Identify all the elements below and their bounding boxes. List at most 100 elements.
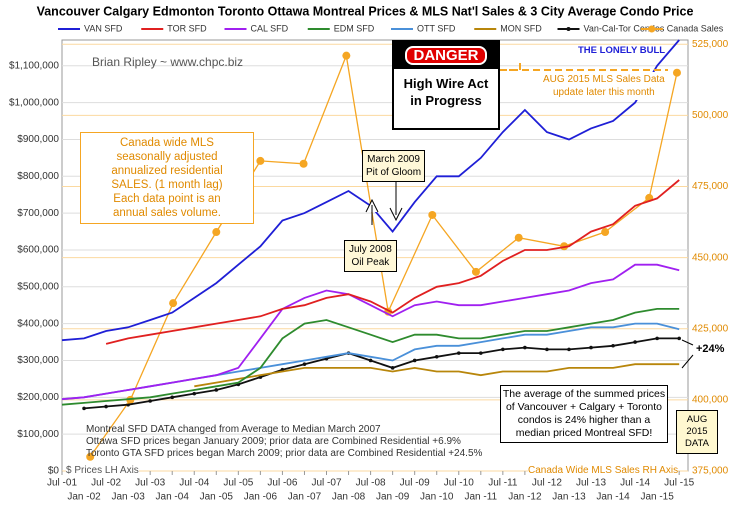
note-line: Toronto GTA SFD prices began March 2009;…	[86, 448, 483, 459]
bull-label: THE LONELY BULL	[578, 45, 666, 56]
y-tick-label: $0	[48, 466, 60, 477]
x-tick-label: Jul -14	[620, 478, 650, 489]
x-tick-label: Jan -06	[244, 492, 278, 503]
condo-note: The average of the summed prices of Vanc…	[500, 385, 668, 443]
legend-label: VAN SFD	[84, 23, 123, 33]
danger-label: DANGER	[405, 46, 487, 65]
x-tick-label: Jul -11	[488, 478, 518, 489]
note-line: The average of the summed prices	[502, 388, 666, 400]
gap-label: +24%	[696, 343, 725, 355]
x-tick-label: Jul -01	[47, 478, 77, 489]
x-tick-label: Jul -05	[223, 478, 253, 489]
note-line: of Vancouver + Calgary + Toronto	[505, 401, 663, 413]
note-line: Montreal SFD DATA changed from Average t…	[86, 424, 381, 435]
y-tick-label: $500,000	[17, 281, 59, 292]
note-line: update later this month	[553, 87, 655, 98]
x-tick-label: Jan -08	[332, 492, 366, 503]
x-tick-label: Jan -07	[288, 492, 322, 503]
x-tick-label: Jan -03	[111, 492, 145, 503]
x-tick-label: Jul -06	[267, 478, 297, 489]
y-tick-label: $600,000	[17, 245, 59, 256]
note-line: Pit of Gloom	[366, 167, 422, 178]
legend-label: Van-Cal-Tor Condos	[584, 23, 665, 33]
author: Brian Ripley ~ www.chpc.biz	[92, 55, 244, 69]
x-tick-label: Jan -14	[596, 492, 630, 503]
legend-label: OTT SFD	[417, 23, 456, 33]
note-line: Ottawa SFD prices began January 2009; pr…	[86, 436, 461, 447]
y2-tick-label: 400,000	[692, 395, 729, 406]
aug-data-note: AUG 2015 DATA	[676, 410, 718, 454]
x-tick-label: Jul -13	[576, 478, 606, 489]
y-tick-label: $100,000	[17, 429, 59, 440]
note-line: DATA	[685, 438, 709, 449]
y2-tick-label: 450,000	[692, 252, 729, 263]
y-tick-label: $800,000	[17, 171, 59, 182]
x-tick-label: Jul -07	[311, 478, 341, 489]
note-line: median priced Montreal SFD!	[515, 427, 653, 439]
series-line	[89, 53, 678, 458]
x-tick-label: Jul -08	[356, 478, 386, 489]
x-tick-label: Jul -02	[91, 478, 121, 489]
x-tick-label: Jan -13	[552, 492, 586, 503]
bracket	[681, 339, 694, 369]
series-line	[83, 337, 680, 410]
note-line: AUG	[686, 414, 708, 425]
legend-marker	[566, 27, 571, 31]
x-tick-label: Jan -12	[508, 492, 542, 503]
data-notes: Montreal SFD DATA changed from Average t…	[86, 424, 482, 460]
note-line: seasonally adjusted	[116, 151, 218, 163]
y-tick-label: $1,100,000	[9, 60, 59, 71]
note-line: March 2009	[367, 154, 420, 165]
danger-line: High Wire Act	[403, 76, 489, 91]
x-tick-label: Jul -12	[532, 478, 562, 489]
y-tick-label: $900,000	[17, 134, 59, 145]
note-line: July 2008	[349, 244, 392, 255]
y-tick-label: $1,000,000	[9, 97, 59, 108]
y-tick-label: $700,000	[17, 208, 59, 219]
legend-label: Canada Sales	[667, 23, 724, 33]
x-tick-label: Jan -04	[156, 492, 190, 503]
danger-sign: DANGER High Wire Act in Progress	[392, 40, 500, 130]
dashed-arrow	[465, 62, 668, 71]
x-tick-label: Jan -05	[200, 492, 234, 503]
left-axis-note: $ Prices LH Axis	[66, 464, 139, 477]
note-line: Canada wide MLS	[120, 137, 214, 149]
chart-title: Vancouver Calgary Edmonton Toronto Ottaw…	[37, 4, 694, 18]
x-tick-label: Jul -03	[135, 478, 165, 489]
y2-tick-label: 375,000	[692, 466, 729, 477]
y-tick-label: $300,000	[17, 355, 59, 366]
legend: VAN SFD TOR SFD CAL SFD EDM SFD OTT SFD MON S…	[58, 23, 724, 33]
series-line	[61, 263, 680, 401]
x-tick-label: Jul -04	[179, 478, 209, 489]
series-line	[61, 308, 680, 406]
sales-note: Canada wide MLS seasonally adjusted annu…	[80, 132, 254, 224]
oil-note: July 2008 Oil Peak	[344, 240, 397, 272]
series-line	[194, 363, 680, 388]
note-line: annual sales volume.	[112, 207, 222, 219]
legend-label: TOR SFD	[167, 23, 207, 33]
update-note: AUG 2015 MLS Sales Data update later thi…	[540, 72, 668, 100]
y2-tick-label: 525,000	[692, 39, 729, 50]
note-line: SALES. (1 month lag)	[111, 179, 223, 191]
note-line: AUG 2015 MLS Sales Data	[543, 74, 665, 85]
right-axis-note: Canada Wide MLS Sales RH Axis	[528, 464, 679, 477]
gloom-note: March 2009 Pit of Gloom	[362, 150, 426, 182]
x-tick-label: Jan -02	[67, 492, 101, 503]
y2-tick-label: 425,000	[692, 323, 729, 334]
legend-marker	[648, 25, 656, 33]
note-line: Each data point is an	[113, 193, 221, 205]
y2-tick-label: 475,000	[692, 181, 729, 192]
legend-label: CAL SFD	[251, 23, 289, 33]
y2-tick-label: 500,000	[692, 110, 729, 121]
x-tick-label: Jan -09	[376, 492, 410, 503]
note-line: condos is 24% higher than a	[517, 414, 651, 426]
y-tick-label: $200,000	[17, 392, 59, 403]
x-tick-label: Jan -11	[464, 492, 497, 503]
x-tick-label: Jan -10	[420, 492, 454, 503]
note-line: annualized residential	[111, 165, 223, 177]
legend-label: MON SFD	[500, 23, 542, 33]
danger-line: in Progress	[410, 93, 482, 108]
x-tick-label: Jul -15	[664, 478, 694, 489]
